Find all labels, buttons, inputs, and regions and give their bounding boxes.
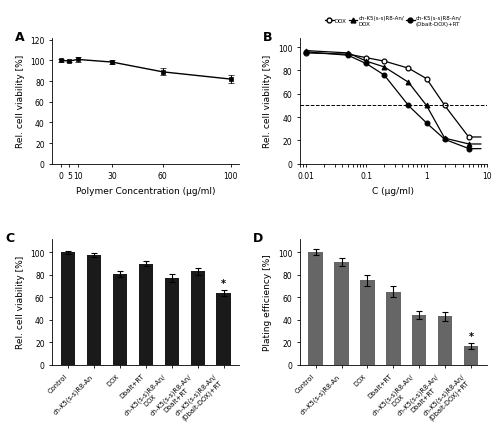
Text: *: * bbox=[221, 279, 226, 289]
Y-axis label: Rel. cell viability [%]: Rel. cell viability [%] bbox=[264, 55, 272, 148]
Legend: DOX, ch-K5(s-s)R8-An/
DOX, ch-K5(s-s)R8-An/
(Dbait-DOX)+RT: DOX, ch-K5(s-s)R8-An/ DOX, ch-K5(s-s)R8-… bbox=[323, 14, 464, 29]
Bar bbox=[216, 293, 231, 365]
Text: B: B bbox=[262, 31, 272, 44]
Text: *: * bbox=[468, 332, 473, 341]
Bar bbox=[308, 253, 322, 365]
Bar bbox=[138, 264, 153, 365]
Bar bbox=[386, 292, 400, 365]
Bar bbox=[112, 274, 127, 365]
Y-axis label: Plating efficiency [%]: Plating efficiency [%] bbox=[264, 254, 272, 350]
Bar bbox=[438, 317, 452, 365]
Y-axis label: Rel. cell viability [%]: Rel. cell viability [%] bbox=[16, 55, 24, 148]
Text: D: D bbox=[253, 232, 264, 245]
Bar bbox=[87, 255, 101, 365]
X-axis label: C (μg/ml): C (μg/ml) bbox=[372, 187, 414, 196]
Bar bbox=[360, 281, 374, 365]
Bar bbox=[412, 316, 426, 365]
Y-axis label: Rel. cell viability [%]: Rel. cell viability [%] bbox=[16, 255, 24, 349]
Bar bbox=[61, 253, 75, 365]
Bar bbox=[334, 263, 348, 365]
X-axis label: Polymer Concentration (μg/ml): Polymer Concentration (μg/ml) bbox=[76, 187, 216, 196]
Text: A: A bbox=[15, 31, 24, 44]
Bar bbox=[190, 272, 205, 365]
Bar bbox=[464, 346, 478, 365]
Text: C: C bbox=[6, 232, 15, 245]
Bar bbox=[164, 279, 179, 365]
